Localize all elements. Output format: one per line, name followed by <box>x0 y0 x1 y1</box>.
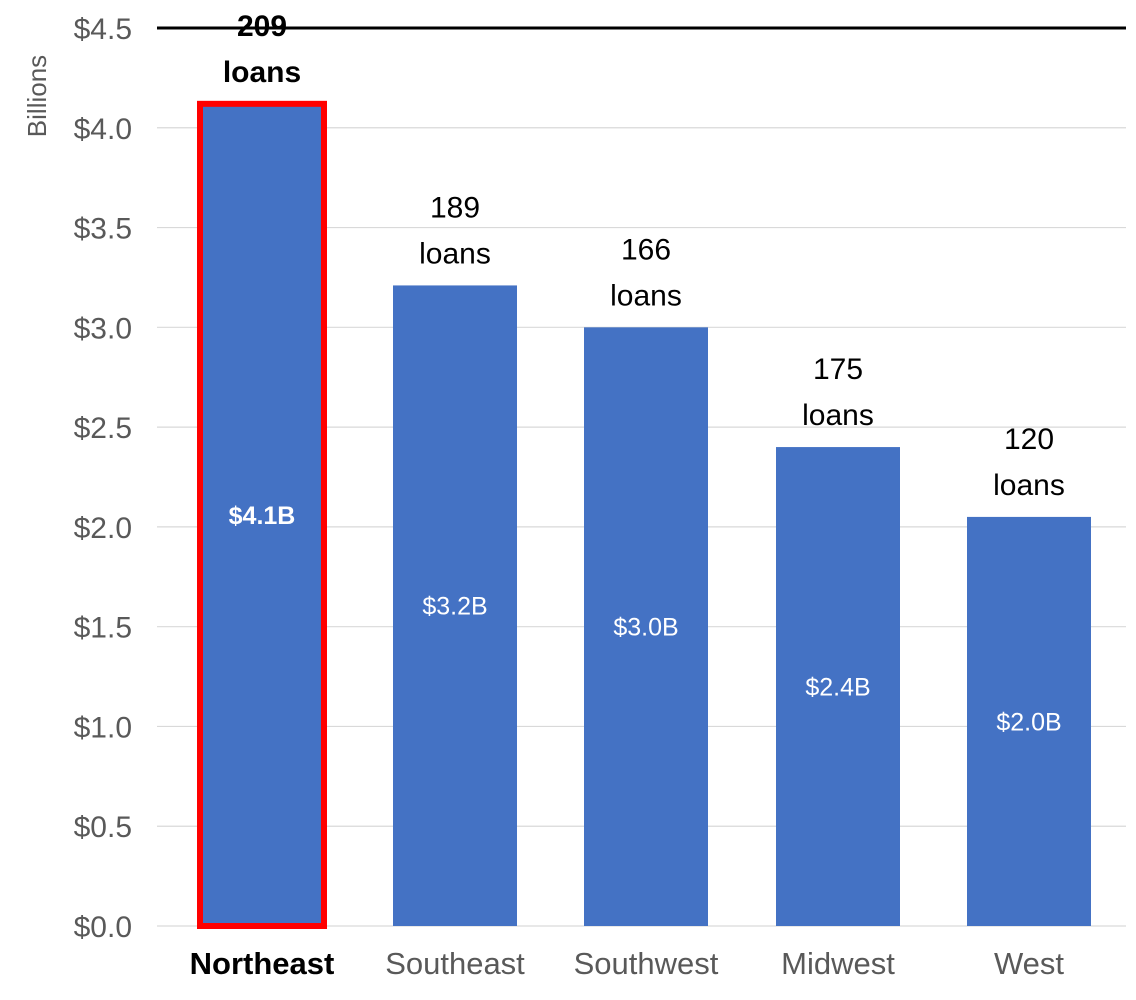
y-tick-label: $3.5 <box>74 213 132 246</box>
y-tick-label: $1.5 <box>74 612 132 645</box>
loan-count-label: 120 loans <box>993 423 1065 502</box>
category-label: Northeast <box>190 946 335 981</box>
loan-count-label: 166 loans <box>610 233 682 312</box>
bar-northeast <box>197 100 327 929</box>
bar-west <box>967 516 1091 926</box>
loan-count-label: 175 loans <box>802 353 874 432</box>
axes: $0.0 $0.5 $1.0 $1.5 $2.0 $2.5 $3.0 $3.5 $4.0 $4.5… <box>74 13 1065 981</box>
y-tick-label: $2.5 <box>74 412 132 445</box>
category-label: Midwest <box>781 946 895 981</box>
bar-southeast <box>393 285 517 927</box>
y-tick-label: $2.0 <box>74 512 132 545</box>
category-label: Southwest <box>574 946 719 981</box>
y-tick-label: $1.0 <box>74 711 132 744</box>
category-label: Southeast <box>385 946 525 981</box>
y-tick-label: $4.5 <box>74 13 132 46</box>
value-label: $3.0B <box>613 614 678 642</box>
value-label: $4.1B <box>229 502 296 530</box>
value-label: $3.2B <box>422 593 487 621</box>
value-label: $2.0B <box>996 708 1061 736</box>
bar-southwest <box>584 327 708 926</box>
loan-count-label: 209 loans <box>223 10 301 89</box>
value-label: $2.4B <box>805 674 870 702</box>
y-tick-label: $0.0 <box>74 911 132 944</box>
y-tick-label: $4.0 <box>74 113 132 146</box>
data-labels: $4.1B 209 loans $3.2B 189 loans $3.0B 166 loans $… <box>223 10 1065 737</box>
bars <box>197 100 1091 929</box>
loan-count-label: 189 loans <box>419 191 491 270</box>
y-axis-label: Billions <box>22 55 52 137</box>
bar-midwest <box>776 447 900 926</box>
y-tick-label: $0.5 <box>74 811 132 844</box>
category-label: West <box>994 946 1064 981</box>
y-tick-label: $3.0 <box>74 312 132 345</box>
